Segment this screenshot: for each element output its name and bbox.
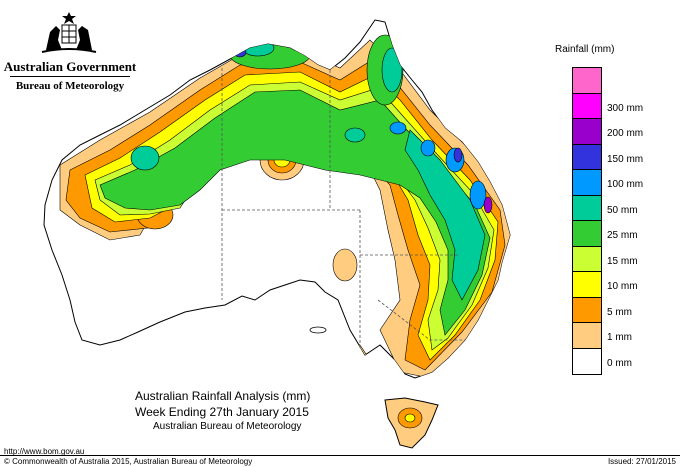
rain-patch-qld-200 [483, 196, 493, 214]
bureau-title: Bureau of Meteorology [15, 80, 125, 92]
legend-label: 5 mm [607, 306, 632, 318]
rain-patch-sa [332, 248, 358, 282]
legend-swatch [573, 144, 601, 170]
map-title: Australian Rainfall Analysis (mm) [135, 389, 311, 403]
legend-title: Rainfall (mm) [555, 44, 615, 55]
legend-label: 15 mm [607, 255, 638, 267]
kangaroo-island [309, 326, 327, 334]
rain-patch-cape-50 [381, 47, 403, 93]
legend-swatch [573, 348, 601, 374]
legend-swatch [573, 93, 601, 119]
map-subtitle: Week Ending 27th January 2015 [135, 405, 309, 419]
legend-swatch [573, 195, 601, 221]
rain-patch-cape-100 [389, 121, 407, 135]
map-source: Australian Bureau of Meteorology [153, 421, 302, 432]
rain-patch-qld-150 [453, 147, 463, 163]
legend-swatch [573, 221, 601, 247]
legend-swatch [573, 297, 601, 323]
rain-patch-qld-100 [420, 139, 436, 157]
legend-swatch [573, 68, 601, 94]
legend-label: 10 mm [607, 281, 638, 292]
rain-patch-gulf-50 [344, 127, 366, 143]
legend-label: 0 mm [607, 357, 632, 369]
legend-label: 300 mm [607, 102, 644, 114]
legend-swatch [573, 170, 601, 196]
rain-patch-kimberley-50 [130, 145, 160, 171]
legend-label: 100 mm [607, 179, 644, 190]
copyright-text: © Commonwealth of Australia 2015, Austra… [4, 457, 253, 466]
legend-label: 200 mm [607, 128, 644, 139]
website-link[interactable]: http://www.bom.gov.au [4, 447, 85, 456]
legend-label: 50 mm [607, 204, 638, 216]
legend-swatch [573, 119, 601, 145]
government-title: Australian Government [3, 59, 137, 74]
header-divider [10, 76, 130, 77]
legend-label: 1 mm [607, 332, 632, 343]
rain-patch-sa2 [285, 287, 315, 309]
legend-label: 25 mm [607, 230, 638, 241]
rain-band-50mm [404, 129, 486, 301]
state-borders [221, 68, 465, 350]
issued-date: Issued: 27/01/2015 [607, 457, 676, 466]
rain-patch-north-50 [241, 39, 275, 57]
rain-band-25mm [99, 89, 491, 336]
footer-divider [0, 455, 680, 456]
legend-swatch [573, 323, 601, 349]
rain-patch-qld3-100 [469, 180, 487, 210]
legend-swatch [573, 246, 601, 272]
coat-of-arms-icon [41, 12, 97, 53]
legend-colorbar [572, 67, 602, 375]
legend-label: 150 mm [607, 153, 644, 165]
legend-swatch [573, 272, 601, 298]
